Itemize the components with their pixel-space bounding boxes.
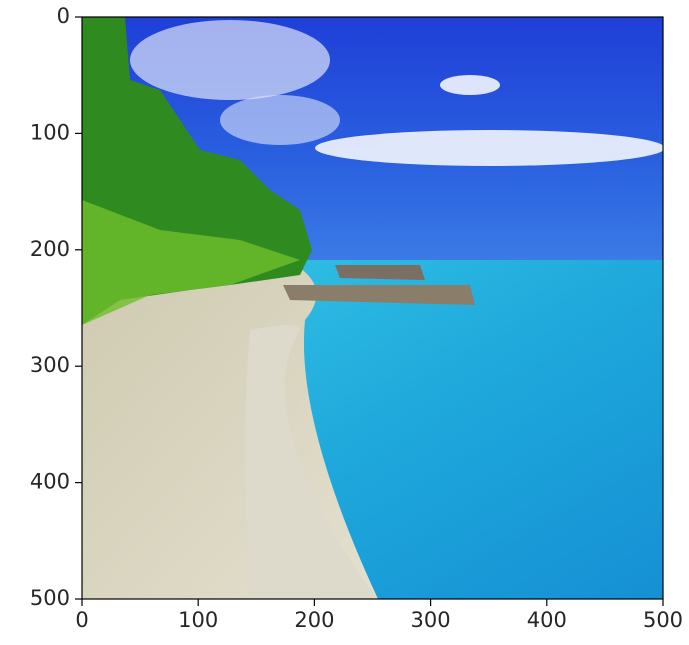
- x-tick-label: 500: [643, 608, 683, 632]
- y-tick-label: 200: [30, 237, 70, 261]
- x-tick-label: 200: [294, 608, 334, 632]
- y-tick-label: 100: [30, 120, 70, 144]
- y-tick-label: 400: [30, 470, 70, 494]
- image: [82, 17, 665, 599]
- jetty-far: [335, 265, 425, 280]
- x-tick-label: 400: [527, 608, 567, 632]
- page: 01002003004005000100200300400500 (() => …: [0, 0, 689, 645]
- x-tick-label: 100: [178, 608, 218, 632]
- y-tick-label: 500: [30, 586, 70, 610]
- y-tick-label: 0: [57, 4, 70, 28]
- x-tick-label: 0: [75, 608, 88, 632]
- y-tick-label: 300: [30, 353, 70, 377]
- x-tick-label: 300: [411, 608, 451, 632]
- chart: 01002003004005000100200300400500: [0, 0, 689, 645]
